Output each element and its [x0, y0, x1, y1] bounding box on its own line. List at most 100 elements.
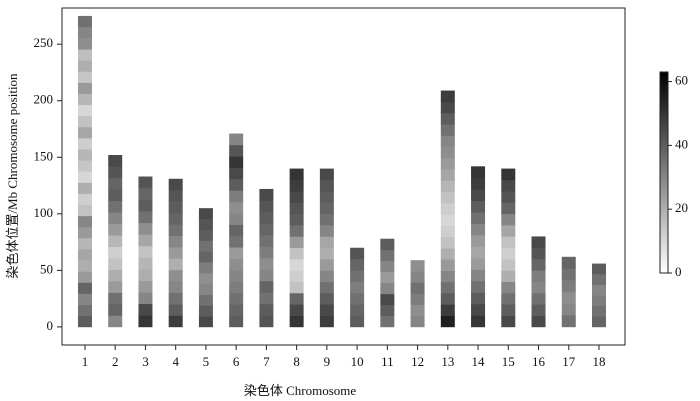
density-cell: [259, 257, 274, 270]
density-cell: [440, 191, 455, 204]
density-cell: [289, 179, 304, 192]
density-cell: [380, 315, 395, 328]
density-cell: [501, 168, 516, 181]
density-cell: [501, 202, 516, 215]
density-cell: [198, 305, 213, 317]
density-cell: [591, 263, 606, 275]
density-cell: [410, 315, 425, 328]
density-cell: [168, 281, 183, 294]
density-cell: [108, 292, 123, 305]
density-cell: [471, 235, 486, 247]
density-cell: [138, 176, 153, 189]
density-cell: [77, 104, 92, 117]
density-cell: [440, 135, 455, 148]
density-cell: [289, 270, 304, 282]
density-cell: [561, 268, 576, 281]
density-cell: [77, 226, 92, 239]
density-cell: [108, 212, 123, 225]
density-cell: [168, 224, 183, 237]
density-cell: [138, 222, 153, 235]
density-cell: [259, 234, 274, 247]
density-cell: [259, 292, 274, 305]
density-cell: [168, 315, 183, 328]
density-cell: [108, 303, 123, 316]
density-cell: [108, 200, 123, 213]
density-cell: [440, 248, 455, 260]
density-cell: [229, 179, 244, 191]
density-cell: [138, 245, 153, 258]
density-cell: [259, 246, 274, 259]
density-cell: [198, 283, 213, 295]
density-cell: [350, 247, 365, 260]
density-cell: [77, 38, 92, 50]
density-cell: [229, 258, 244, 271]
density-cell: [77, 282, 92, 294]
density-cell: [471, 166, 486, 179]
density-cell: [440, 158, 455, 170]
density-cell: [319, 259, 334, 271]
x-tick-label: 1: [82, 354, 89, 369]
density-cell: [138, 188, 153, 200]
density-cell: [561, 256, 576, 269]
density-cell: [319, 281, 334, 294]
density-cell: [471, 223, 486, 236]
density-cell: [229, 247, 244, 259]
density-cell: [138, 257, 153, 270]
density-cell: [319, 292, 334, 305]
colorbar-tick-label: 20: [675, 200, 688, 215]
density-cell: [501, 304, 516, 316]
density-cell: [138, 211, 153, 224]
density-cell: [229, 224, 244, 237]
density-cell: [350, 281, 365, 294]
density-cell: [259, 303, 274, 316]
density-cell: [198, 294, 213, 306]
density-cell: [531, 247, 546, 260]
density-cell: [319, 270, 334, 282]
density-cell: [77, 115, 92, 128]
density-cell: [77, 160, 92, 172]
density-cell: [168, 269, 183, 282]
density-cell: [440, 214, 455, 226]
density-cell: [380, 282, 395, 295]
density-cell: [471, 269, 486, 282]
density-cell: [319, 315, 334, 328]
density-cell: [229, 235, 244, 248]
density-cell: [77, 126, 92, 139]
density-cell: [77, 15, 92, 28]
density-cell: [77, 315, 92, 328]
density-cell: [410, 260, 425, 272]
density-cell: [319, 304, 334, 316]
density-cell: [531, 315, 546, 328]
density-cell: [77, 138, 92, 150]
density-cell: [77, 49, 92, 61]
x-tick-label: 15: [502, 354, 515, 369]
density-cell: [440, 281, 455, 294]
density-cell: [319, 247, 334, 260]
x-tick-label: 3: [142, 354, 149, 369]
y-tick-label: 200: [34, 92, 54, 107]
density-cell: [471, 315, 486, 328]
x-tick-label: 14: [472, 354, 486, 369]
density-cell: [440, 304, 455, 316]
density-cell: [440, 169, 455, 181]
density-cell: [108, 315, 123, 328]
density-cell: [471, 303, 486, 316]
density-cell: [138, 280, 153, 293]
density-cell: [138, 234, 153, 247]
density-cell: [198, 229, 213, 241]
density-cell: [138, 303, 153, 316]
density-cell: [229, 315, 244, 328]
density-cell: [259, 223, 274, 236]
colorbar-tick-label: 0: [675, 264, 682, 279]
density-cell: [440, 225, 455, 238]
density-cell: [561, 280, 576, 293]
density-cell: [289, 304, 304, 316]
density-cell: [168, 304, 183, 316]
density-cell: [471, 292, 486, 305]
density-cell: [501, 191, 516, 203]
density-cell: [229, 270, 244, 282]
density-cell: [259, 315, 274, 328]
x-tick-label: 13: [441, 354, 454, 369]
density-cell: [289, 259, 304, 271]
density-cell: [501, 247, 516, 260]
